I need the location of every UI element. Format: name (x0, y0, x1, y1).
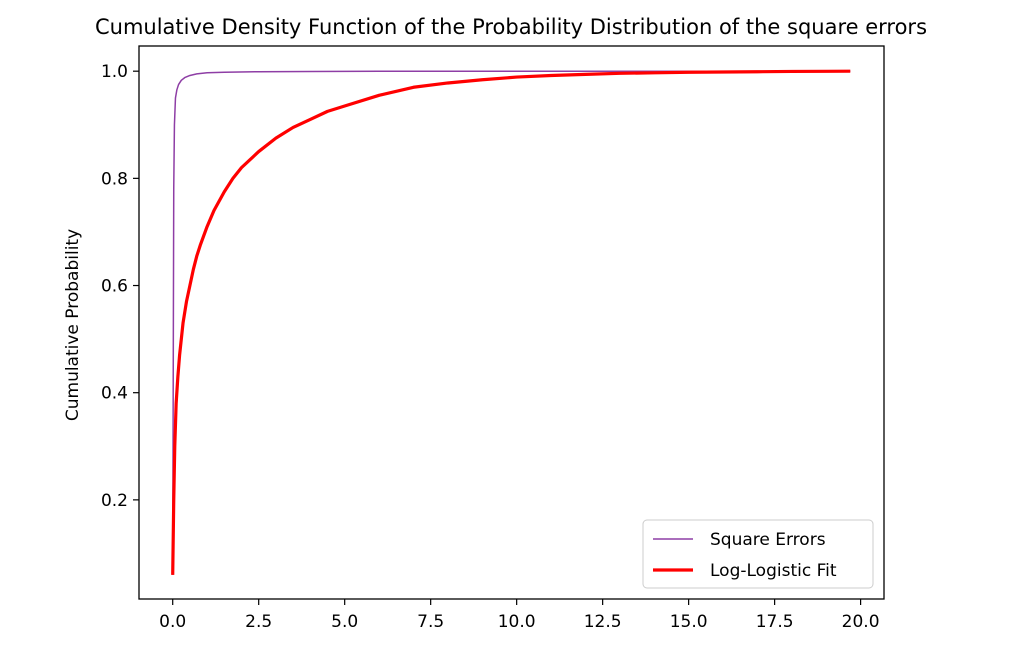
x-axis-ticks: 0.0 2.5 5.0 7.5 10.0 12.5 15.0 17.5 20.0 (159, 599, 880, 632)
series-lines (171, 69, 851, 575)
legend: Square Errors Log-Logistic Fit (642, 519, 874, 589)
y-axis-ticks: 0.2 0.4 0.6 0.8 1.0 (101, 62, 139, 511)
x-tick-label: 0.0 (159, 612, 186, 632)
series-line-square-errors (171, 70, 851, 575)
x-tick-label: 7.5 (417, 612, 444, 632)
plot-area-frame (138, 45, 885, 600)
legend-box (642, 519, 874, 589)
x-tick-label: 20.0 (842, 612, 880, 632)
y-axis-label: Cumulative Probability (63, 229, 83, 421)
y-tick-label: 0.2 (101, 491, 128, 511)
y-tick-label: 1.0 (101, 62, 128, 82)
series-line-log-logistic-fit (171, 69, 851, 575)
x-tick-label: 2.5 (245, 612, 272, 632)
legend-label: Square Errors (710, 530, 826, 550)
x-tick-label: 17.5 (756, 612, 794, 632)
x-tick-label: 12.5 (584, 612, 622, 632)
x-tick-label: 5.0 (331, 612, 358, 632)
legend-label: Log-Logistic Fit (710, 561, 837, 581)
chart-title: Cumulative Density Function of the Proba… (95, 15, 927, 39)
y-tick-label: 0.4 (101, 384, 128, 404)
y-tick-label: 0.6 (101, 277, 128, 297)
x-tick-label: 15.0 (670, 612, 708, 632)
x-tick-label: 10.0 (498, 612, 536, 632)
y-tick-label: 0.8 (101, 169, 128, 189)
